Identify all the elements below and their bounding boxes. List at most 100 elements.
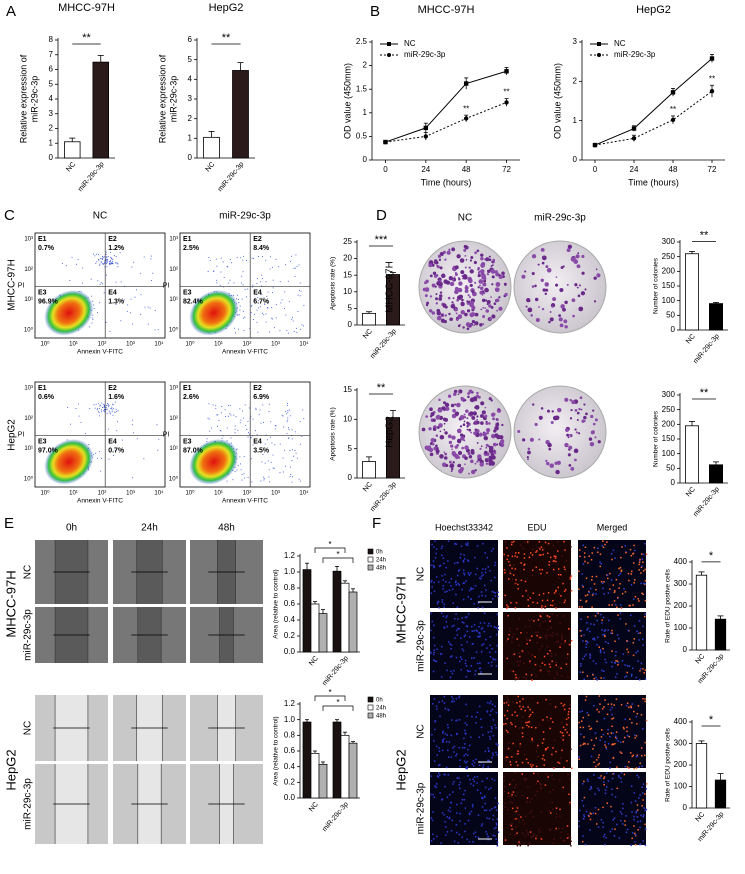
- colony: [465, 246, 469, 250]
- cell: [523, 706, 525, 708]
- bar: [685, 426, 698, 483]
- flow-y-tick: 10²: [169, 267, 178, 273]
- cell: [487, 702, 489, 704]
- legend-label: miR-29c-3p: [404, 50, 446, 59]
- cell: [527, 786, 529, 788]
- cell: [463, 755, 465, 757]
- cell: [599, 777, 601, 779]
- colony: [458, 389, 462, 393]
- x-tick-label: miR-29c-3p: [321, 801, 350, 833]
- flow-event: [111, 258, 112, 259]
- data-point: [671, 90, 675, 94]
- cell: [446, 767, 448, 769]
- colony: [485, 447, 487, 449]
- cell: [550, 605, 552, 607]
- cell: [466, 665, 468, 667]
- flow-event: [130, 312, 131, 313]
- cell: [596, 759, 598, 761]
- cell: [519, 652, 521, 654]
- flow-event: [103, 410, 104, 411]
- cell: [545, 606, 547, 608]
- flow-event: [111, 407, 112, 408]
- cell: [449, 818, 451, 820]
- cell: [527, 706, 529, 708]
- flow-event: [285, 264, 286, 265]
- significance-label: **: [670, 105, 676, 114]
- cell: [605, 662, 607, 664]
- legend-marker: [387, 53, 391, 57]
- flow-x-tick: 10³: [271, 342, 280, 348]
- flow-event: [289, 450, 290, 451]
- cell: [625, 815, 627, 817]
- cell: [636, 735, 638, 737]
- cell: [624, 820, 626, 822]
- colony: [498, 307, 502, 311]
- cell: [464, 799, 466, 801]
- cell: [438, 773, 440, 775]
- cell: [519, 746, 521, 748]
- cell: [536, 783, 538, 785]
- cell: [601, 619, 603, 621]
- cell: [442, 731, 444, 733]
- flow-event: [263, 422, 264, 423]
- colony: [444, 423, 446, 425]
- cell: [550, 666, 552, 668]
- cell: [547, 653, 549, 655]
- cell: [627, 829, 629, 831]
- cell: [529, 626, 531, 628]
- cell: [632, 703, 634, 705]
- y-axis-label: miR-29c-3p: [168, 76, 178, 123]
- cell: [516, 602, 518, 604]
- cell: [566, 719, 568, 721]
- flow-event: [102, 259, 103, 260]
- cell: [560, 643, 562, 645]
- colony: [466, 322, 470, 326]
- cell: [462, 747, 464, 749]
- cell: [595, 677, 597, 679]
- flow-event: [118, 410, 119, 411]
- flow-event: [287, 410, 288, 411]
- flow-event: [145, 307, 146, 308]
- cell: [619, 583, 621, 585]
- cell: [492, 548, 494, 550]
- cell: [634, 734, 636, 736]
- cell: [539, 670, 541, 672]
- cell: [601, 581, 603, 583]
- flow-event: [241, 276, 242, 277]
- cell: [566, 560, 568, 562]
- cell: [444, 603, 446, 605]
- cell: [452, 589, 454, 591]
- flow-event: [240, 257, 241, 258]
- cell: [563, 767, 565, 769]
- cell: [542, 662, 544, 664]
- legend-marker: [597, 42, 601, 46]
- colony: [433, 427, 437, 431]
- flow-event: [99, 412, 100, 413]
- cell: [597, 637, 599, 639]
- cell: [532, 836, 534, 838]
- flow-y-tick: 10⁰: [169, 476, 179, 483]
- flow-event: [88, 444, 89, 445]
- y-tick-label: 200: [674, 760, 688, 769]
- cell: [528, 653, 530, 655]
- cell: [621, 704, 623, 706]
- significance-label: **: [503, 88, 509, 97]
- colony: [572, 315, 575, 318]
- cell: [604, 659, 606, 661]
- y-tick-label: 1: [363, 108, 368, 117]
- colony: [438, 255, 441, 258]
- y-tick-label: 1: [573, 116, 578, 125]
- y-tick-label: 100: [674, 782, 688, 791]
- cell: [530, 801, 532, 803]
- flow-event: [106, 254, 107, 255]
- cell: [564, 602, 566, 604]
- cell: [615, 651, 617, 653]
- flow-event: [117, 266, 118, 267]
- cell: [563, 727, 565, 729]
- cell: [449, 582, 451, 584]
- flow-event: [267, 308, 268, 309]
- colony: [482, 299, 485, 302]
- cell: [535, 632, 537, 634]
- cell: [642, 626, 644, 628]
- cell: [466, 724, 468, 726]
